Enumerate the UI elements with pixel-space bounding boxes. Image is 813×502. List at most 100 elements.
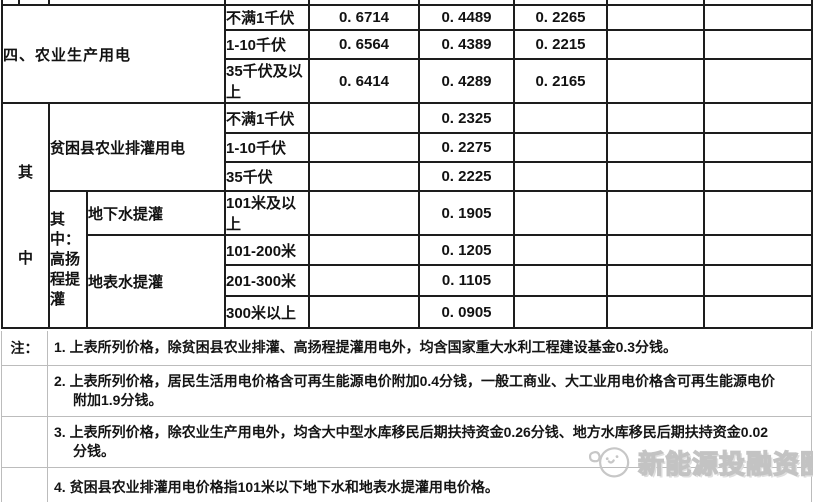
empty-cell xyxy=(308,264,420,297)
depth-cell: 101-200米 xyxy=(224,234,310,266)
note-item-3: 3. 上表所列价格，除农业生产用电外，均含大中型水库移民后期扶持资金0.26分钱… xyxy=(47,416,812,468)
notes-label-spacer xyxy=(1,365,48,417)
stub-cell xyxy=(513,0,608,6)
empty-cell xyxy=(703,161,813,192)
voltage-cell: 不满1千伏 xyxy=(224,102,310,134)
price-cell: 0. 6714 xyxy=(308,4,420,31)
stub-cell xyxy=(418,0,515,6)
empty-cell xyxy=(703,190,813,236)
table-row: 1-10千伏 0. 6564 0. 4389 0. 2215 xyxy=(2,29,813,60)
notes-label-spacer xyxy=(1,467,48,502)
note-row: 注： 1. 上表所列价格，除贫困县农业排灌、高扬程提灌用电外，均含国家重大水利工… xyxy=(1,331,812,366)
price-cell: 0. 1905 xyxy=(418,190,515,236)
table-row: 201-300米 0. 1105 xyxy=(2,264,813,297)
price-cell: 0. 1205 xyxy=(418,234,515,266)
poor-county-irrigation-label: 贫困县农业排灌用电 xyxy=(48,102,226,192)
empty-cell xyxy=(308,161,420,192)
note-row: 3. 上表所列价格，除农业生产用电外，均含大中型水库移民后期扶持资金0.26分钱… xyxy=(1,416,812,468)
notes-label-spacer xyxy=(1,416,48,468)
empty-cell xyxy=(703,234,813,266)
empty-cell xyxy=(703,264,813,297)
empty-cell xyxy=(606,264,705,297)
empty-cell xyxy=(513,295,608,329)
empty-cell xyxy=(703,29,813,60)
empty-cell xyxy=(513,102,608,134)
category-agriculture-label: 四、农业生产用电 xyxy=(1,4,226,104)
empty-cell xyxy=(308,132,420,163)
empty-cell xyxy=(703,58,813,104)
depth-cell: 300米以上 xyxy=(224,295,310,329)
note-item-1: 1. 上表所列价格，除贫困县农业排灌、高扬程提灌用电外，均含国家重大水利工程建设… xyxy=(47,331,812,366)
table-row: 其 中 贫困县农业排灌用电 不满1千伏 0. 2325 xyxy=(1,102,813,329)
surface-water-irrigation-label: 地表水提灌 xyxy=(86,234,226,329)
table-row: 35千伏及以上 0. 6414 0. 4289 0. 2165 xyxy=(2,58,813,104)
voltage-cell: 不满1千伏 xyxy=(224,4,310,31)
price-cell: 0. 2215 xyxy=(513,29,608,60)
empty-cell xyxy=(606,190,705,236)
note-item-2: 2. 上表所列价格，居民生活用电价格含可再生能源电价附加0.4分钱，一般工商业、… xyxy=(47,365,812,417)
price-cell: 0. 4489 xyxy=(418,4,515,31)
empty-cell xyxy=(703,102,813,134)
groundwater-irrigation-label: 地下水提灌 xyxy=(86,190,226,236)
stub-cell xyxy=(224,0,310,6)
empty-cell xyxy=(513,234,608,266)
empty-cell xyxy=(308,295,420,329)
empty-cell xyxy=(513,132,608,163)
stub-cell xyxy=(18,0,50,6)
empty-cell xyxy=(606,58,705,104)
price-cell: 0. 4289 xyxy=(418,58,515,104)
price-cell: 0. 0905 xyxy=(418,295,515,329)
stub-cell xyxy=(48,0,226,6)
empty-cell xyxy=(606,102,705,134)
empty-cell xyxy=(308,102,420,134)
empty-cell xyxy=(703,132,813,163)
table-row: 四、农业生产用电 不满1千伏 0. 6714 0. 4489 0. 2265 xyxy=(1,4,813,104)
note-row: 2. 上表所列价格，居民生活用电价格含可再生能源电价附加0.4分钱，一般工商业、… xyxy=(1,365,812,417)
stub-cell xyxy=(308,0,420,6)
stub-cell xyxy=(606,0,705,6)
notes-table: 注： 1. 上表所列价格，除贫困县农业排灌、高扬程提灌用电外，均含国家重大水利工… xyxy=(1,331,812,502)
empty-cell xyxy=(513,161,608,192)
notes-label: 注： xyxy=(1,331,48,366)
price-cell: 0. 2265 xyxy=(513,4,608,31)
table-row: 其 中： 高扬 程提 灌 地下水提灌 101米及以上 0. 1905 xyxy=(2,190,813,329)
table-row: 300米以上 0. 0905 xyxy=(2,295,813,329)
voltage-cell: 35千伏 xyxy=(224,161,310,192)
empty-cell xyxy=(513,190,608,236)
table-row xyxy=(1,0,813,6)
empty-cell xyxy=(606,295,705,329)
price-cell: 0. 6414 xyxy=(308,58,420,104)
empty-cell xyxy=(606,29,705,60)
empty-cell xyxy=(703,4,813,31)
price-cell: 0. 1105 xyxy=(418,264,515,297)
depth-cell: 101米及以上 xyxy=(224,190,310,236)
electricity-price-table: 四、农业生产用电 不满1千伏 0. 6714 0. 4489 0. 2265 1… xyxy=(1,0,813,329)
high-lift-irrigation-label: 其 中： 高扬 程提 灌 xyxy=(48,190,88,329)
empty-cell xyxy=(703,295,813,329)
price-cell: 0. 6564 xyxy=(308,29,420,60)
voltage-cell: 1-10千伏 xyxy=(224,132,310,163)
price-cell: 0. 2275 xyxy=(418,132,515,163)
empty-cell xyxy=(606,161,705,192)
price-cell: 0. 2165 xyxy=(513,58,608,104)
stub-cell xyxy=(703,0,813,6)
stub-cell xyxy=(1,0,20,6)
side-label-qizhong: 其 中 xyxy=(1,102,50,329)
price-cell: 0. 2225 xyxy=(418,161,515,192)
note-item-4: 4. 贫困县农业排灌用电价格指101米以下地下水和地表水提灌用电价格。 xyxy=(47,467,812,502)
table-row: 1-10千伏 0. 2275 xyxy=(2,132,813,163)
price-cell: 0. 4389 xyxy=(418,29,515,60)
empty-cell xyxy=(606,234,705,266)
voltage-cell: 1-10千伏 xyxy=(224,29,310,60)
empty-cell xyxy=(606,132,705,163)
table-row: 地表水提灌 101-200米 0. 1205 xyxy=(2,234,813,329)
empty-cell xyxy=(513,264,608,297)
depth-cell: 201-300米 xyxy=(224,264,310,297)
voltage-cell: 35千伏及以上 xyxy=(224,58,310,104)
empty-cell xyxy=(606,4,705,31)
note-row: 4. 贫困县农业排灌用电价格指101米以下地下水和地表水提灌用电价格。 xyxy=(1,467,812,502)
empty-cell xyxy=(308,234,420,266)
empty-cell xyxy=(308,190,420,236)
table-row: 35千伏 0. 2225 xyxy=(2,161,813,192)
